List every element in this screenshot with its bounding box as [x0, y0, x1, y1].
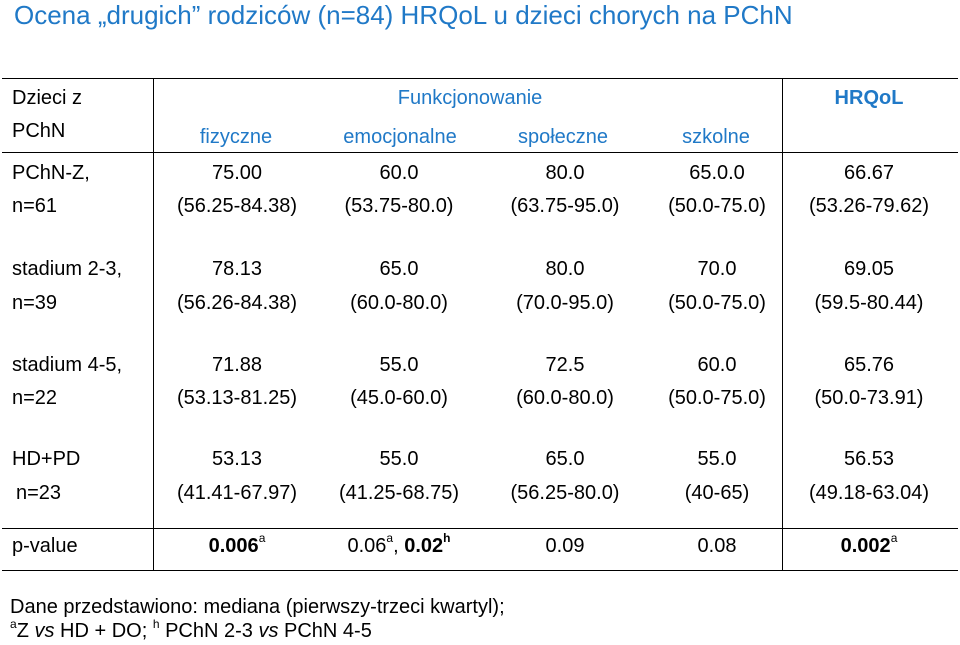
- cell-median: 65.0.0: [689, 162, 745, 184]
- results-table: Dzieci z PChN Funkcjonowanie HRQoL fizyc…: [2, 78, 958, 571]
- cell-median: 55.0: [379, 354, 419, 376]
- row-label-n: n=22: [12, 387, 58, 409]
- cell-range: (50.0-73.91): [814, 387, 924, 409]
- column-divider: [153, 79, 154, 570]
- pvalue-label: p-value: [12, 535, 78, 557]
- cell-median: 71.88: [211, 354, 263, 376]
- cell-median: 55.0: [697, 448, 737, 470]
- cell-range: (53.75-80.0): [344, 195, 454, 217]
- header-col0-line1: Dzieci z: [12, 87, 83, 109]
- cell-range: (70.0-95.0): [516, 292, 614, 314]
- header-emocjonalne: emocjonalne: [343, 126, 457, 148]
- footnote-line1: Dane przedstawiono: mediana (pierwszy-tr…: [10, 596, 505, 618]
- header-fizyczne: fizyczne: [199, 126, 273, 148]
- footnote-line2: aZ vs HD + DO; h PChN 2-3 vs PChN 4-5: [10, 617, 372, 642]
- row-label: stadium 2-3,: [12, 258, 123, 280]
- cell-median: 60.0: [379, 162, 419, 184]
- row-label-n: n=61: [12, 195, 58, 217]
- cell-range: (59.5-80.44): [814, 292, 924, 314]
- pvalue-hrqol: 0.002a: [840, 531, 898, 557]
- cell-range: (56.26-84.38): [176, 292, 298, 314]
- slide-title: Ocena „drugich” rodziców (n=84) HRQoL u …: [14, 0, 793, 30]
- cell-median: 80.0: [545, 258, 585, 280]
- row-label-n: n=23: [16, 482, 62, 504]
- cell-median: 60.0: [697, 354, 737, 376]
- cell-median: 56.53: [843, 448, 895, 470]
- cell-range: (40-65): [684, 482, 750, 504]
- cell-range: (49.18-63.04): [808, 482, 930, 504]
- cell-median: 66.67: [843, 162, 895, 184]
- column-divider: [782, 79, 783, 570]
- cell-median: 72.5: [545, 354, 585, 376]
- row-divider: [2, 152, 958, 153]
- cell-range: (41.25-68.75): [338, 482, 460, 504]
- cell-range: (50.0-75.0): [668, 195, 766, 217]
- cell-range: (56.25-80.0): [510, 482, 620, 504]
- row-label-n: n=39: [12, 292, 58, 314]
- pvalue-spoleczne: 0.09: [545, 535, 585, 557]
- cell-range: (41.41-67.97): [176, 482, 298, 504]
- cell-median: 70.0: [697, 258, 737, 280]
- row-divider: [2, 528, 958, 529]
- pvalue-szkolne: 0.08: [697, 535, 737, 557]
- cell-median: 53.13: [211, 448, 263, 470]
- cell-range: (50.0-75.0): [668, 387, 766, 409]
- cell-median: 65.0: [379, 258, 419, 280]
- cell-median: 78.13: [211, 258, 263, 280]
- header-group-funkcjonowanie: Funkcjonowanie: [397, 87, 543, 109]
- cell-range: (63.75-95.0): [510, 195, 620, 217]
- cell-median: 80.0: [545, 162, 585, 184]
- cell-range: (45.0-60.0): [350, 387, 448, 409]
- cell-median: 75.00: [211, 162, 263, 184]
- cell-range: (53.26-79.62): [808, 195, 930, 217]
- cell-range: (50.0-75.0): [668, 292, 766, 314]
- cell-median: 65.76: [843, 354, 895, 376]
- row-label: stadium 4-5,: [12, 354, 123, 376]
- cell-range: (60.0-80.0): [516, 387, 614, 409]
- cell-median: 69.05: [843, 258, 895, 280]
- pvalue-fizyczne: 0.006a: [208, 531, 266, 557]
- row-label: HD+PD: [12, 448, 81, 470]
- cell-median: 65.0: [545, 448, 585, 470]
- cell-median: 55.0: [379, 448, 419, 470]
- row-label: PChN-Z,: [12, 162, 90, 184]
- cell-range: (60.0-80.0): [350, 292, 448, 314]
- header-szkolne: szkolne: [682, 126, 750, 148]
- header-hrqol: HRQoL: [834, 87, 904, 109]
- pvalue-emocjonalne: 0.06a, 0.02h: [347, 531, 451, 557]
- cell-range: (53.13-81.25): [176, 387, 298, 409]
- header-col0-line2: PChN: [12, 120, 66, 142]
- header-spoleczne: społeczne: [517, 126, 609, 148]
- cell-range: (56.25-84.38): [176, 195, 298, 217]
